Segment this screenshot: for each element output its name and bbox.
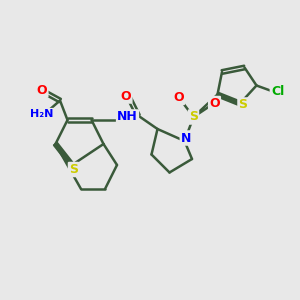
- Text: S: S: [238, 98, 247, 112]
- Text: S: S: [69, 163, 78, 176]
- Text: O: O: [121, 89, 131, 103]
- Text: S: S: [189, 110, 198, 124]
- Text: N: N: [181, 131, 191, 145]
- Text: H₂N: H₂N: [30, 109, 54, 119]
- Text: O: O: [209, 97, 220, 110]
- Text: NH: NH: [117, 110, 138, 124]
- Text: Cl: Cl: [271, 85, 284, 98]
- Text: O: O: [37, 83, 47, 97]
- Text: O: O: [173, 91, 184, 104]
